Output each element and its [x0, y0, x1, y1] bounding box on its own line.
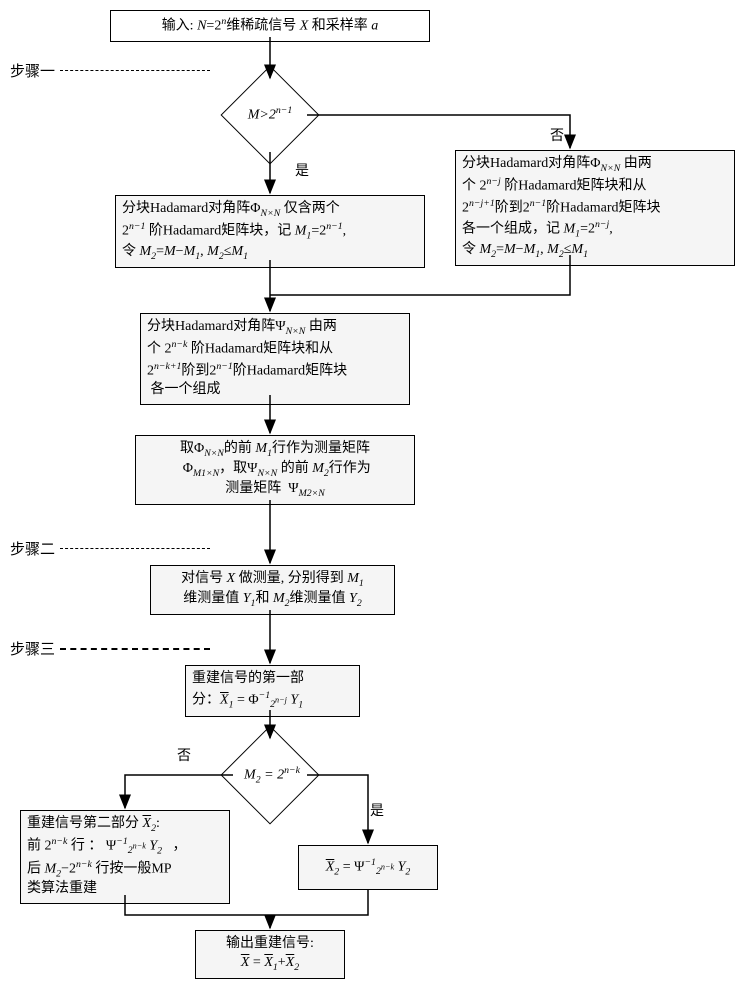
flowchart-canvas: 步骤一 步骤二 步骤三 输入: N=2n维稀疏信号 X 和采样率 a M>2n−…	[10, 10, 737, 990]
arrows-layer	[10, 10, 737, 990]
